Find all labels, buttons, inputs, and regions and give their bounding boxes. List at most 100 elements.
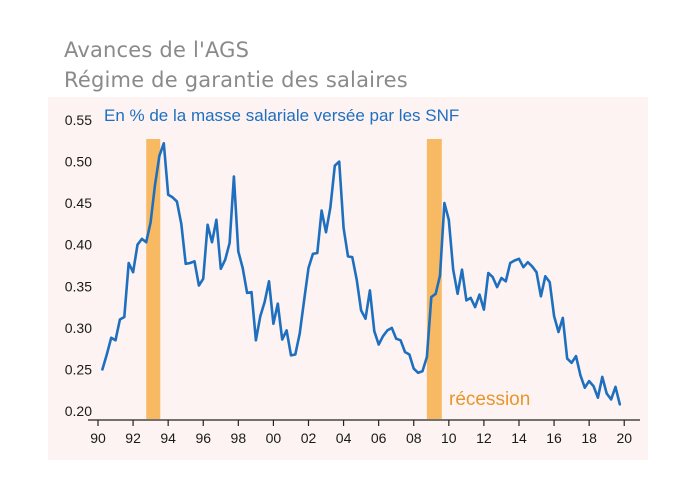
data-point (395, 337, 398, 340)
data-point (267, 280, 271, 283)
data-point (215, 218, 218, 221)
data-point (311, 252, 314, 255)
y-tick-label: 0.50 (65, 154, 92, 170)
data-point (430, 295, 433, 299)
data-point (259, 315, 262, 318)
data-point (167, 193, 170, 196)
data-point (140, 237, 143, 240)
data-point (522, 266, 525, 269)
data-point (574, 355, 578, 358)
data-point (224, 258, 227, 261)
y-tick-label: 0.35 (65, 278, 92, 294)
data-point (241, 266, 244, 270)
data-point (193, 260, 196, 263)
data-point (465, 299, 468, 302)
data-point (298, 332, 301, 335)
data-point (364, 317, 367, 320)
data-point (509, 261, 512, 265)
x-tick-label: 90 (90, 430, 106, 446)
data-point (320, 209, 323, 212)
data-point (592, 384, 595, 388)
data-point (399, 339, 402, 342)
data-point (495, 286, 499, 289)
data-point (118, 318, 122, 321)
data-point (456, 292, 459, 295)
series-line-layer (101, 142, 622, 406)
data-point (443, 202, 446, 205)
data-point (504, 280, 507, 283)
data-point (101, 368, 104, 371)
x-tick-label: 18 (581, 430, 597, 446)
data-point (329, 206, 332, 209)
data-point (381, 335, 385, 338)
data-point (601, 375, 604, 379)
data-point (158, 154, 161, 157)
data-point (408, 353, 411, 356)
data-point (452, 268, 455, 271)
data-point (487, 271, 490, 275)
x-tick-label: 02 (301, 430, 317, 446)
x-tick-label: 20 (616, 430, 632, 446)
data-point (561, 316, 564, 319)
y-tick-label: 0.55 (65, 112, 92, 128)
data-point (570, 361, 573, 364)
x-tick-label: 10 (441, 430, 457, 446)
data-point (403, 350, 407, 354)
data-point (184, 262, 187, 265)
data-point (434, 292, 437, 295)
x-tick-label: 12 (476, 430, 492, 446)
x-tick-label: 98 (231, 430, 247, 446)
data-point (412, 367, 415, 370)
plot-background (48, 97, 648, 460)
chart-subtitle: Régime de garantie des salaires (64, 68, 408, 92)
data-point (131, 271, 135, 274)
x-tick-label: 94 (160, 430, 176, 446)
data-point (245, 291, 249, 295)
y-tick-label: 0.45 (65, 195, 92, 211)
data-point (583, 386, 586, 389)
data-point (123, 315, 126, 319)
data-point (307, 266, 310, 270)
data-point (460, 268, 464, 271)
x-tick-label: 04 (336, 430, 352, 446)
data-point (531, 265, 534, 268)
data-point (202, 277, 205, 280)
data-point (114, 339, 117, 342)
data-point (281, 338, 284, 341)
recession-band (146, 139, 161, 419)
data-point (557, 330, 560, 334)
data-point (105, 353, 108, 356)
data-point (469, 296, 472, 300)
data-point (614, 385, 617, 388)
data-point (127, 261, 130, 265)
data-point (596, 396, 600, 399)
data-point (478, 293, 481, 296)
recession-bands (146, 139, 442, 419)
data-point (110, 336, 113, 339)
x-axis: 90 92 94 96 98 00 02 04 06 08 10 12 14 16 18 20 (88, 419, 640, 446)
y-axis: 0.20 0.25 0.30 0.35 0.40 0.45 0.50 0.55 (65, 112, 92, 419)
y-tick-label: 0.25 (65, 361, 92, 377)
data-point (162, 142, 165, 145)
data-point (421, 369, 424, 373)
data-point (294, 353, 297, 356)
data-point (228, 241, 231, 245)
data-point (386, 329, 389, 332)
data-point (210, 241, 214, 244)
y-tick-label: 0.30 (65, 320, 92, 336)
data-point (605, 392, 608, 395)
data-point (197, 284, 200, 287)
data-point (377, 343, 380, 346)
recession-annotation: récession (449, 389, 530, 410)
data-point (351, 256, 354, 259)
data-point (149, 221, 152, 224)
data-point (232, 175, 236, 178)
data-point (175, 200, 179, 203)
data-point (346, 255, 350, 258)
x-tick-label: 96 (195, 430, 211, 446)
data-point (425, 355, 428, 359)
data-point (188, 261, 192, 265)
data-point (417, 371, 420, 374)
data-point (373, 330, 376, 333)
x-tick-label: 00 (266, 430, 282, 446)
